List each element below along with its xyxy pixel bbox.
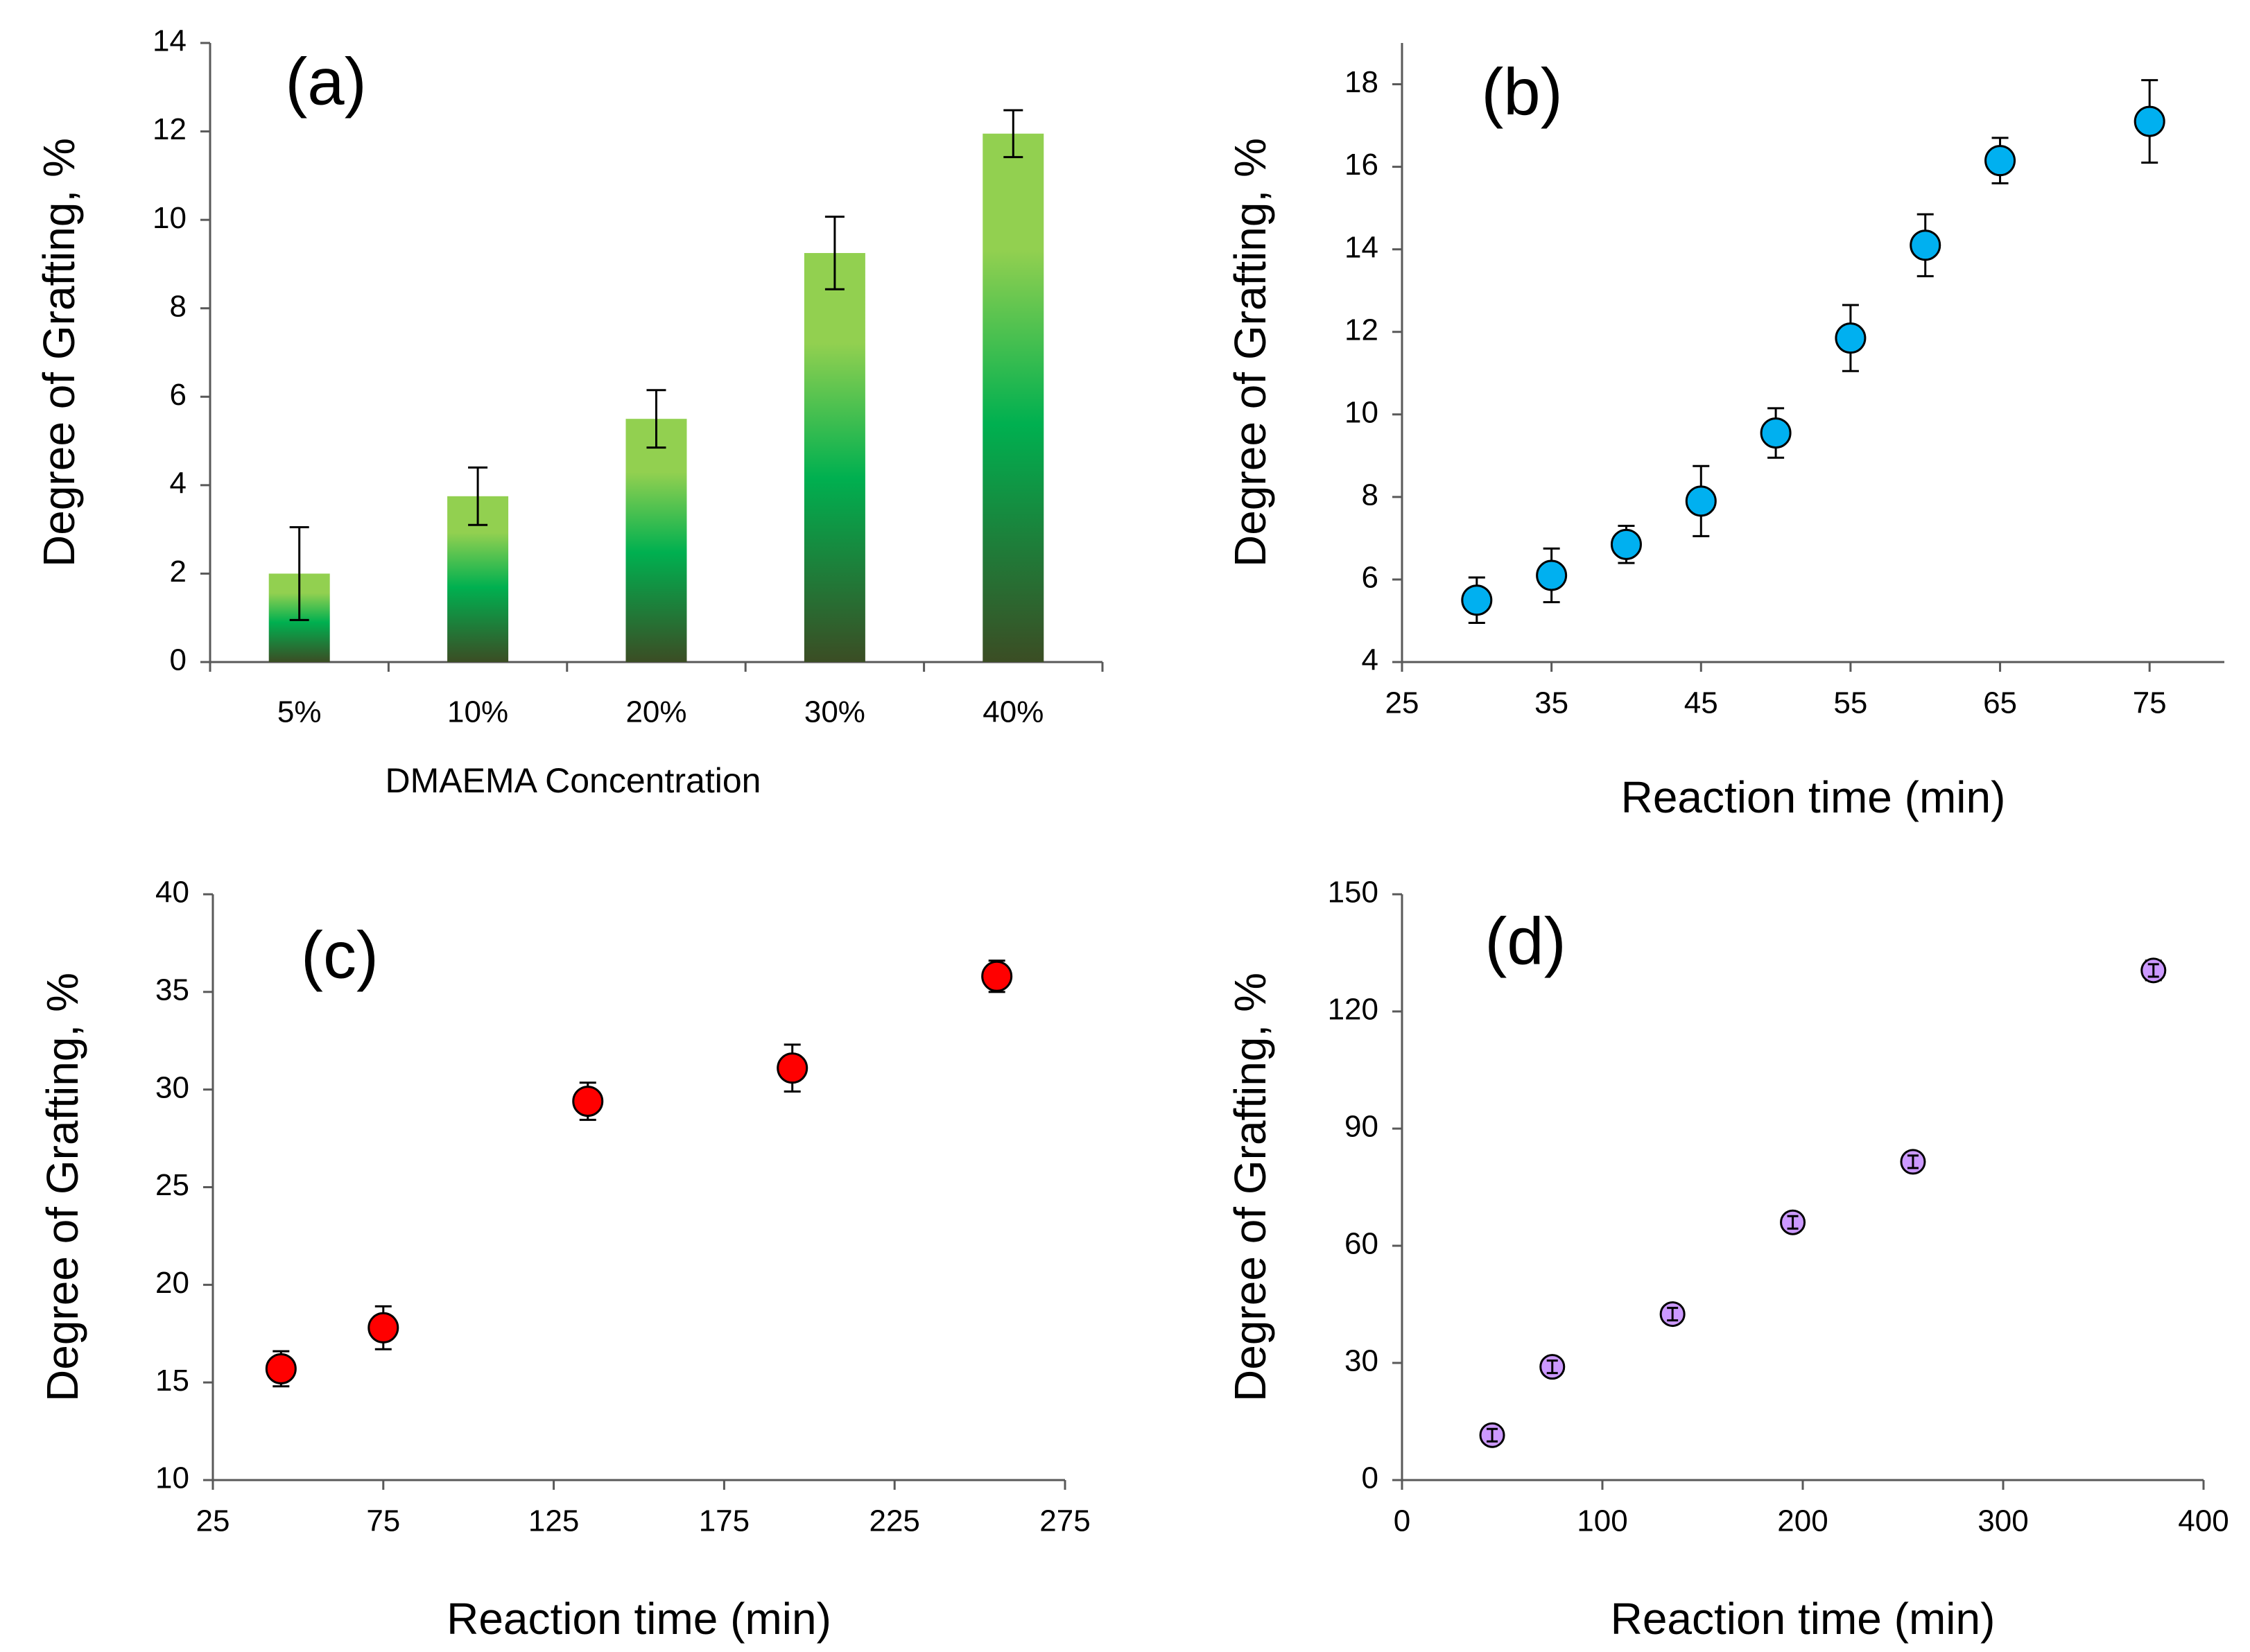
y-axis-title: Degree of Grafting, % <box>37 973 87 1402</box>
y-tick-label: 20 <box>155 1266 189 1300</box>
data-point <box>1461 584 1493 616</box>
y-tick-label: 10 <box>155 1461 189 1495</box>
x-tick-label: 65 <box>1983 686 2017 720</box>
x-tick-label: 100 <box>1577 1504 1627 1538</box>
x-tick-label: 275 <box>1039 1504 1090 1538</box>
x-tick-label: 200 <box>1777 1504 1828 1538</box>
x-tick-label: 35 <box>1534 686 1568 720</box>
panel-label-a: (a) <box>285 44 366 119</box>
panel-label-d: (d) <box>1485 904 1566 978</box>
data-point <box>265 1353 297 1384</box>
bar-30% <box>804 252 865 662</box>
data-point <box>777 1052 808 1084</box>
data-point <box>1760 417 1792 449</box>
panel-c: (c) 10 15 20 25 30 35 40 Degree of Grafting, % 25… <box>37 876 1091 1644</box>
x-tick-label: 25 <box>196 1504 230 1538</box>
y-tick-label: 10 <box>1344 395 1378 429</box>
data-point <box>2134 105 2165 137</box>
x-axis-title: Reaction time (min) <box>1611 1594 1996 1644</box>
y-tick-label: 4 <box>1362 643 1378 677</box>
data-point <box>1984 145 2016 177</box>
y-axis-title: Degree of Grafting, % <box>34 138 84 567</box>
y-tick-label: 16 <box>1344 148 1378 182</box>
y-tick-label: 12 <box>1344 313 1378 347</box>
x-tick-label: 5% <box>277 695 322 729</box>
x-tick-label: 55 <box>1833 686 1867 720</box>
x-tick-label: 0 <box>1394 1504 1410 1538</box>
y-tick-label: 4 <box>170 466 187 500</box>
data-point <box>1835 322 1867 354</box>
panel-label-b: (b) <box>1481 55 1562 129</box>
y-tick-label: 35 <box>155 973 189 1007</box>
bar-40% <box>983 133 1044 662</box>
x-tick-label: 175 <box>699 1504 750 1538</box>
y-tick-label: 10 <box>153 201 187 235</box>
y-tick-label: 30 <box>155 1070 189 1104</box>
y-tick-label: 12 <box>153 112 187 146</box>
y-tick-label: 40 <box>155 876 189 910</box>
x-tick-label: 10% <box>447 695 508 729</box>
x-tick-label: 400 <box>2178 1504 2229 1538</box>
y-tick-label: 8 <box>170 289 187 323</box>
x-axis-title: Reaction time (min) <box>1621 772 2006 822</box>
y-tick-label: 6 <box>170 378 187 412</box>
x-tick-label: 20% <box>625 695 686 729</box>
panel-b: (b) 4 6 8 10 12 14 16 18 Degree of Grafting, % 25 3… <box>1225 43 2224 822</box>
data-point <box>981 960 1013 992</box>
x-tick-label: 225 <box>869 1504 919 1538</box>
y-axis-title: Degree of Grafting, % <box>1225 138 1275 567</box>
y-axis-title: Degree of Grafting, % <box>1225 973 1275 1402</box>
x-tick-label: 75 <box>2133 686 2167 720</box>
data-point <box>1610 528 1642 560</box>
x-tick-label: 300 <box>1978 1504 2028 1538</box>
y-tick-label: 15 <box>155 1364 189 1398</box>
panel-a: (a) 0 2 4 6 8 10 12 14 Degree of Grafting, % 5% 10%… <box>34 24 1104 800</box>
x-axis-title: Reaction time (min) <box>447 1594 831 1644</box>
y-tick-label: 0 <box>170 643 187 677</box>
panel-label-c: (c) <box>301 918 379 992</box>
bar-20% <box>625 419 687 662</box>
data-point <box>572 1086 604 1118</box>
y-tick-label: 6 <box>1362 561 1378 595</box>
data-point <box>1685 485 1717 517</box>
y-tick-label: 30 <box>1344 1344 1378 1378</box>
x-tick-label: 75 <box>366 1504 400 1538</box>
x-tick-label: 125 <box>528 1504 579 1538</box>
y-tick-label: 150 <box>1328 876 1378 910</box>
y-tick-label: 25 <box>155 1168 189 1202</box>
x-tick-label: 40% <box>983 695 1044 729</box>
data-point <box>1910 229 1941 261</box>
y-tick-label: 14 <box>1344 230 1378 264</box>
y-tick-label: 90 <box>1344 1110 1378 1144</box>
data-point <box>367 1312 399 1344</box>
y-tick-label: 8 <box>1362 478 1378 512</box>
x-axis-title: DMAEMA Concentration <box>386 761 761 800</box>
y-tick-label: 14 <box>153 24 187 58</box>
x-tick-label: 25 <box>1385 686 1419 720</box>
data-point <box>1536 559 1568 591</box>
y-tick-label: 18 <box>1344 65 1378 99</box>
y-tick-label: 2 <box>170 555 187 589</box>
panel-d: (d) 0 30 60 90 120 150 Degree of Grafting, % 0 10… <box>1225 876 2229 1644</box>
y-tick-label: 0 <box>1362 1461 1378 1495</box>
x-tick-label: 30% <box>804 695 865 729</box>
y-tick-label: 120 <box>1328 993 1378 1027</box>
y-tick-label: 60 <box>1344 1227 1378 1261</box>
x-tick-label: 45 <box>1684 686 1718 720</box>
